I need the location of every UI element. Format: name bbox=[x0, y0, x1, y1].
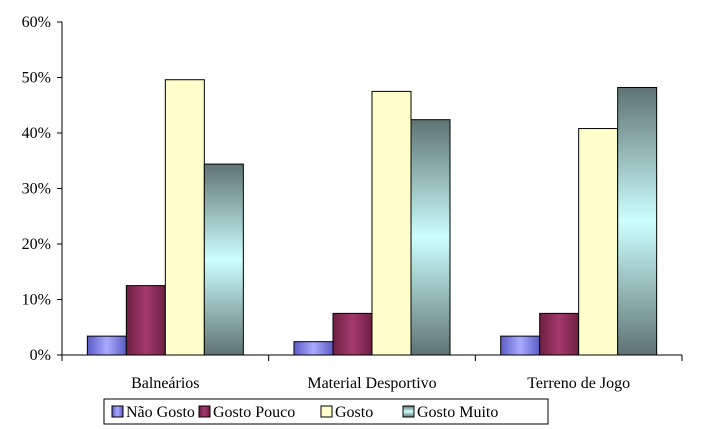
bar-2-3 bbox=[539, 312, 580, 356]
legend-label: Gosto Muito bbox=[417, 404, 498, 421]
bar-4-1 bbox=[203, 163, 244, 356]
bar-1-3 bbox=[500, 335, 541, 356]
bar-3-1 bbox=[164, 79, 205, 356]
legend-swatch bbox=[320, 405, 333, 418]
legend-label: Gosto Pouco bbox=[213, 404, 295, 421]
category-label: Terreno de Jogo bbox=[527, 375, 630, 392]
y-tick-label: 40% bbox=[22, 125, 51, 142]
legend-swatch bbox=[198, 405, 211, 418]
bar-2-1 bbox=[125, 285, 166, 356]
y-tick-label: 20% bbox=[22, 236, 51, 253]
y-tick-label: 30% bbox=[22, 181, 51, 198]
bar-1-2 bbox=[293, 341, 334, 356]
bar-1-1 bbox=[86, 335, 127, 356]
bar-4-2 bbox=[410, 119, 451, 356]
bar-3-3 bbox=[578, 128, 619, 356]
y-axis: 0% 10% 20% 30% 40% 50% 60% bbox=[22, 14, 63, 364]
legend: Não Gosto Gosto Pouco Gosto Gosto Muito bbox=[103, 398, 549, 425]
category-label: Balneários bbox=[131, 375, 199, 392]
bar-4-3 bbox=[617, 86, 658, 356]
bar-3-2 bbox=[371, 90, 412, 356]
legend-swatch bbox=[402, 405, 415, 418]
legend-label: Gosto bbox=[335, 404, 373, 421]
category-label: Material Desportivo bbox=[307, 375, 436, 392]
y-tick-label: 0% bbox=[30, 347, 51, 364]
category-labels: Balneários Material Desportivo Terreno de … bbox=[131, 375, 630, 392]
y-tick-label: 10% bbox=[22, 292, 51, 309]
bar-2-2 bbox=[332, 312, 373, 356]
y-tick-label: 50% bbox=[22, 70, 51, 87]
legend-swatch bbox=[111, 405, 124, 418]
x-axis bbox=[61, 354, 683, 361]
legend-label: Não Gosto bbox=[126, 404, 195, 421]
y-tick-label: 60% bbox=[22, 14, 51, 31]
bars bbox=[86, 79, 658, 356]
